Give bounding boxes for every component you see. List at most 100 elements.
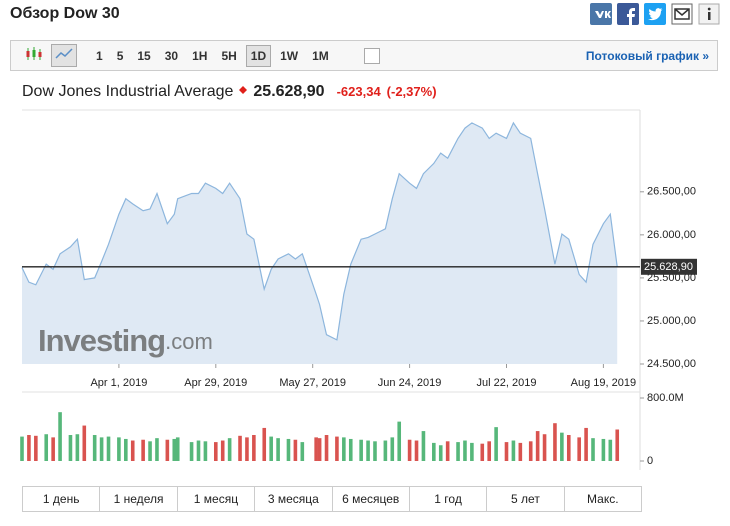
line-icon[interactable] <box>51 44 77 67</box>
volume-bar <box>480 443 485 461</box>
volume-bar <box>51 437 55 461</box>
period-tab[interactable]: 1 год <box>408 487 486 511</box>
volume-bar <box>584 427 588 461</box>
volume-bar <box>44 434 49 461</box>
streaming-link[interactable]: Потоковый график » <box>585 48 709 63</box>
volume-bar <box>348 438 353 461</box>
last-price-label: 25.628,90 <box>644 261 693 273</box>
y-tick-label: 25.500,00 <box>647 272 696 284</box>
volume-bar <box>335 436 339 461</box>
watermark-brand: Investing <box>38 323 165 358</box>
volume-bar <box>262 427 267 461</box>
volume-bar <box>314 437 318 461</box>
period-tab[interactable]: Макс. <box>563 487 641 511</box>
watermark-domain: .com <box>165 329 213 354</box>
interval-button[interactable]: 1H <box>192 48 208 63</box>
volume-bar <box>553 423 557 461</box>
volume-bar <box>504 442 509 461</box>
volume-bar <box>148 441 152 461</box>
interval-button[interactable]: 5 <box>116 48 124 63</box>
volume-bar <box>165 439 170 461</box>
volume-bar <box>227 438 232 461</box>
volume-bar <box>203 441 208 461</box>
volume-bar <box>269 436 273 461</box>
volume-bar <box>293 439 298 461</box>
volume-bar <box>566 435 571 461</box>
volume-tick-label: 800.0M <box>647 392 684 404</box>
volume-tick-label: 0 <box>647 455 653 467</box>
volume-bar <box>397 421 402 461</box>
period-tab[interactable]: 1 месяц <box>176 487 254 511</box>
volume-bar <box>213 442 218 461</box>
volume-bar <box>27 435 31 461</box>
interval-button[interactable]: 5H <box>221 48 237 63</box>
volume-bar <box>445 441 450 461</box>
period-tab[interactable]: 1 неделя <box>99 487 176 511</box>
volume-bar <box>421 431 426 461</box>
volume-bar <box>601 438 606 461</box>
vk-icon[interactable] <box>590 3 612 25</box>
volume-bar <box>383 440 388 461</box>
volume-bar <box>276 438 280 461</box>
volume-bar <box>58 412 62 461</box>
volume-bar <box>220 440 225 461</box>
x-tick-label: Jul 22, 2019 <box>477 377 537 389</box>
page-title: Обзор Dow 30 <box>10 5 120 22</box>
interval-button[interactable]: 1 <box>96 48 103 63</box>
volume-bar <box>68 435 73 461</box>
interval-button[interactable]: 15 <box>137 48 151 63</box>
price-change: -623,34 <box>336 84 381 99</box>
last-price-box <box>641 258 697 275</box>
quote: Dow Jones Industrial Average 25.628,90 -… <box>22 83 437 101</box>
period-tab[interactable]: 5 лет <box>486 487 563 511</box>
volume-bar <box>342 437 346 461</box>
volume-bar <box>359 439 363 461</box>
facebook-icon[interactable] <box>617 3 639 25</box>
volume-bar <box>438 445 443 461</box>
settings-icon[interactable] <box>363 47 380 64</box>
volume-bar <box>432 442 436 461</box>
volume-bar <box>196 440 201 461</box>
volume-bar <box>82 425 87 461</box>
volume-bar <box>608 439 613 461</box>
toolbar: 1 5 15 30 1H 5H 1D 1W 1M Потоковый график » <box>10 40 718 71</box>
interval-button[interactable]: 1M <box>312 48 329 63</box>
volume-bar <box>560 432 564 461</box>
volume-bar <box>518 442 523 461</box>
x-tick-label: Aug 19, 2019 <box>571 377 636 389</box>
info-icon[interactable] <box>698 3 720 25</box>
volume-bar <box>591 438 595 461</box>
candles-icon[interactable] <box>25 46 43 65</box>
twitter-icon[interactable] <box>644 3 666 25</box>
volume-bar <box>124 438 128 461</box>
interval-button[interactable]: 30 <box>164 48 179 63</box>
volume-bar <box>528 441 533 461</box>
volume-bar <box>99 437 104 461</box>
volume-bar <box>470 442 474 461</box>
volume-bar <box>117 437 121 461</box>
x-tick-label: Apr 29, 2019 <box>184 377 247 389</box>
volume-bar <box>366 440 370 461</box>
interval-button[interactable]: 1W <box>280 48 299 63</box>
period-tabs: 1 день 1 неделя 1 месяц 3 месяца 6 месяцев 1 … <box>22 486 642 512</box>
volume-bar <box>75 434 80 461</box>
volume-bar <box>463 440 467 461</box>
last-price: 25.628,90 <box>253 83 325 100</box>
volume-bar <box>175 437 180 461</box>
interval-button[interactable]: 1D <box>245 44 272 67</box>
volume-bar <box>535 431 540 461</box>
down-marker <box>239 86 248 94</box>
period-tab[interactable]: 6 месяцев <box>331 487 409 511</box>
volume-bar <box>34 435 38 461</box>
mail-icon[interactable] <box>671 3 693 25</box>
volume-bar <box>542 434 547 461</box>
volume-bar <box>106 436 111 461</box>
price-line <box>21 121 618 341</box>
period-tab[interactable]: 3 месяца <box>254 487 331 511</box>
volume-bar <box>511 440 516 461</box>
period-tab[interactable]: 1 день <box>42 492 80 506</box>
volume-bar <box>286 438 291 461</box>
y-tick-label: 25.000,00 <box>647 315 696 327</box>
